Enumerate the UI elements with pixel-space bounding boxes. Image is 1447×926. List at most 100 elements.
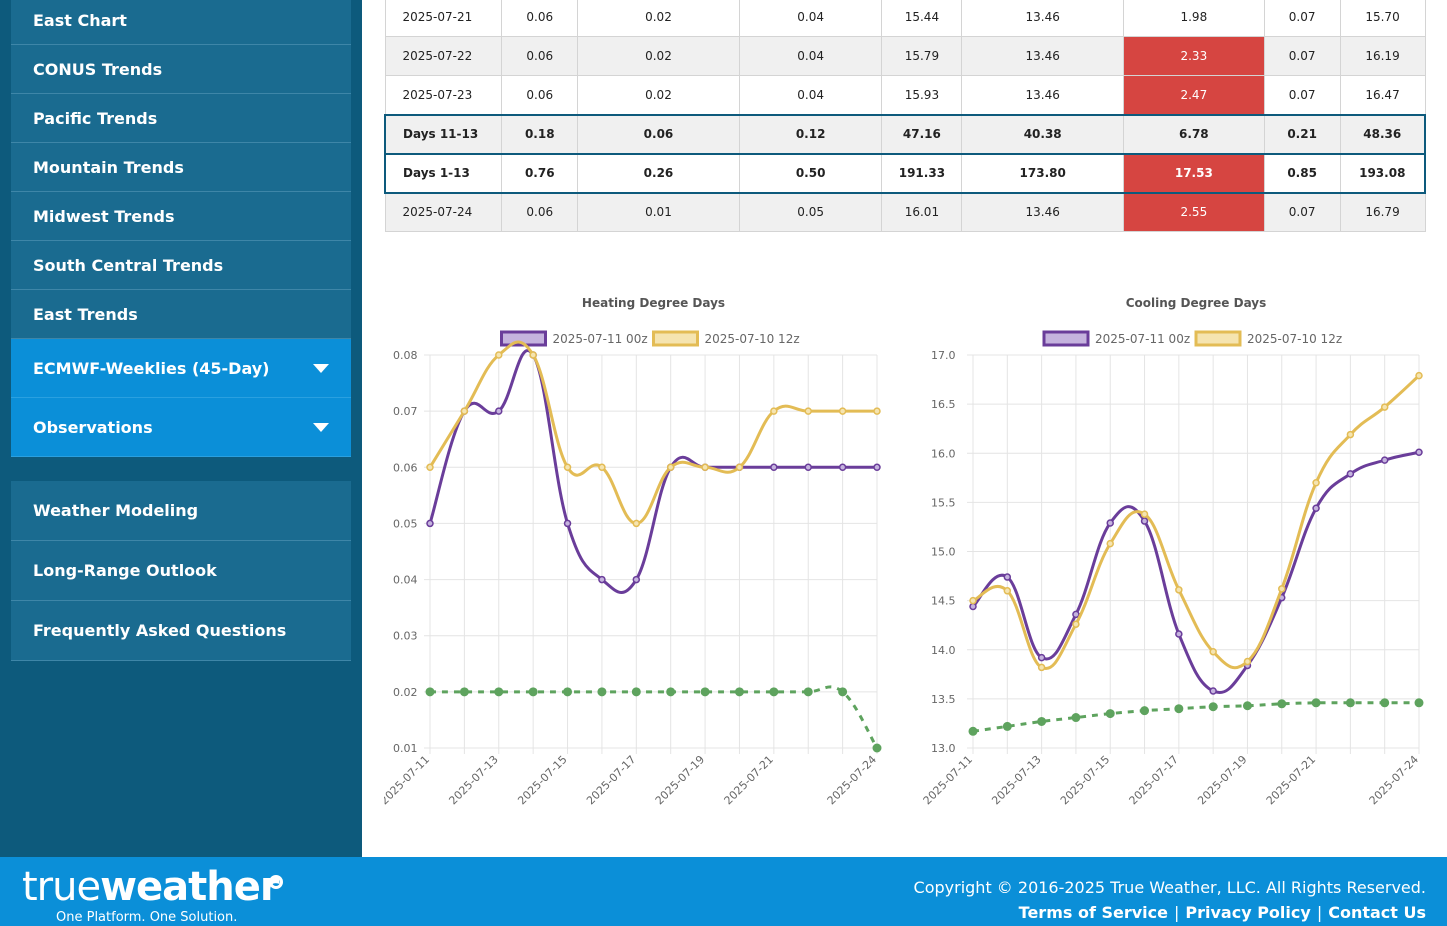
data-point [1174,704,1184,714]
data-point [969,596,977,605]
data-point [459,687,469,697]
row-label-cell: 2025-07-22 [384,36,503,76]
data-point [769,687,779,697]
y-tick-label: 0.07 [393,405,418,418]
table-total-row: Days 1-13 0.76 0.26 0.50 191.33 173.80 17.53 0.… [384,152,1426,194]
chevron-down-icon [313,422,329,432]
table-cell: 0.01 [577,192,740,232]
data-point [529,351,537,359]
y-tick-label: 15.5 [931,496,956,509]
sidebar-item-south-central-trends[interactable]: South Central Trends [11,241,351,290]
series-line [430,685,879,749]
data-point [1311,698,1321,708]
sidebar-item-long-range-outlook[interactable]: Long-Range Outlook [11,541,351,601]
x-tick-label: 2025-07-13 [446,753,500,807]
table-cell: 16.47 [1339,75,1426,115]
data-point [1312,478,1320,487]
table-cell: 15.79 [881,36,963,76]
x-tick-label: 2025-07-15 [1058,753,1112,807]
series-normal [425,685,882,753]
table-cell: 48.36 [1339,113,1426,155]
data-point [631,687,641,697]
data-point [1380,456,1389,464]
table-cell: 47.16 [881,113,963,155]
data-point [701,463,709,472]
data-point [1072,620,1080,628]
sidebar-item-label: Frequently Asked Questions [33,621,287,640]
privacy-policy-link[interactable]: Privacy Policy [1185,903,1311,922]
data-point [1209,647,1217,656]
sidebar-item-label: Observations [33,417,153,437]
x-tick-label: 2025-07-11 [922,753,975,807]
series-line [428,340,877,525]
table-cell: 0.12 [738,113,883,155]
data-point [1277,699,1287,709]
sidebar-item-east-trends[interactable]: East Trends [11,290,351,339]
x-tick-label: 2025-07-19 [1195,753,1249,807]
table-cell: 13.46 [961,192,1124,232]
table-cell: 0.06 [501,0,579,37]
link-separator: | [1316,903,1323,922]
sidebar-item-weather-modeling[interactable]: Weather Modeling [11,481,351,541]
table-cell: 0.50 [738,152,883,194]
table-cell: 0.04 [738,36,883,76]
nav-group-secondary: Weather Modeling Long-Range Outlook Freque… [11,481,351,661]
series-2025-07-11-00z [426,349,881,594]
data-point [1037,716,1047,726]
data-point [563,463,572,472]
table-cell: 0.18 [501,113,579,155]
data-point [873,407,881,415]
table-row: 2025-07-24 0.06 0.01 0.05 16.01 13.46 2.55 0.07… [384,192,1426,232]
trueweather-logo[interactable]: trueweather One Platform. One Solution. [22,865,292,925]
terms-of-service-link[interactable]: Terms of Service [1018,903,1168,922]
y-tick-label: 0.08 [393,349,418,362]
chart-title: Cooling Degree Days [1126,296,1267,310]
data-point [528,687,538,697]
y-tick-label: 0.02 [393,686,418,699]
table-cell: 0.05 [738,192,883,232]
logo-degree-icon [269,875,283,889]
sidebar-item-east-chart[interactable]: East Chart [11,0,351,45]
data-point [770,463,778,472]
data-point [632,519,641,528]
y-tick-label: 14.0 [931,644,956,657]
legend-item: 2025-07-11 00z [500,330,648,347]
data-point [632,575,641,584]
data-point [495,351,503,359]
sidebar-item-frequently-asked-questions[interactable]: Frequently Asked Questions [11,601,351,661]
logo-word-true: true [22,864,101,910]
data-point [838,687,848,697]
data-point [460,407,469,415]
sidebar-item-label: East Chart [33,10,127,30]
sidebar-item-pacific-trends[interactable]: Pacific Trends [11,94,351,143]
y-tick-label: 0.04 [393,574,418,587]
legend-swatch [1042,330,1090,347]
sidebar-item-mountain-trends[interactable]: Mountain Trends [11,143,351,192]
sidebar-item-ecmwf-weeklies-45-day[interactable]: ECMWF-Weeklies (45-Day) [11,339,351,398]
y-tick-label: 13.5 [931,693,956,706]
row-label-cell: 2025-07-21 [384,0,503,37]
data-point [1243,657,1252,666]
sidebar-item-conus-trends[interactable]: CONUS Trends [11,45,351,94]
data-point [1380,698,1390,708]
cooling-degree-days-chart: Cooling Degree Days 2025-07-11 00z 2025-07… [922,296,1424,807]
data-point [1208,702,1218,712]
sidebar-item-observations[interactable]: Observations [11,398,351,457]
table-cell: 0.26 [577,152,740,194]
contact-us-link[interactable]: Contact Us [1328,903,1426,922]
data-point [1345,698,1355,708]
data-point [1106,519,1114,527]
sidebar-item-midwest-trends[interactable]: Midwest Trends [11,192,351,241]
table-cell: 2.33 [1123,36,1265,76]
x-tick-label: 2025-07-21 [722,753,776,807]
x-tick-label: 2025-07-17 [584,753,638,807]
series-2025-07-10-12z [969,371,1423,672]
y-tick-label: 16.0 [931,447,956,460]
table-cell: 0.07 [1263,0,1341,37]
data-point [1003,587,1012,595]
sidebar-item-label: Weather Modeling [33,501,199,520]
series-2025-07-11-00z [969,448,1423,695]
data-point [1380,403,1389,411]
table-cell: 16.79 [1339,192,1426,232]
x-tick-label: 2025-07-19 [653,753,707,807]
